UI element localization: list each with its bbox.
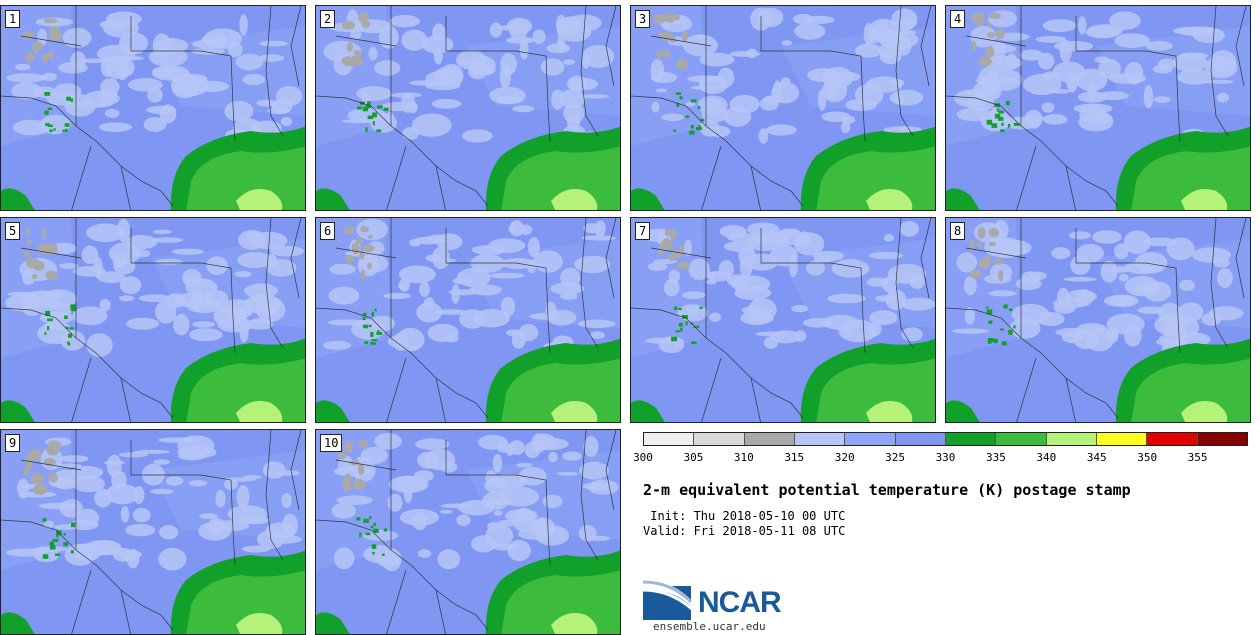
colorbar-swatch xyxy=(1096,433,1148,445)
ensemble-member-map: 10 xyxy=(315,429,621,635)
member-label: 10 xyxy=(320,434,343,452)
colorbar-tick-label: 305 xyxy=(683,451,704,464)
colorbar-tick-label: 320 xyxy=(834,451,855,464)
colorbar-tick-label: 345 xyxy=(1086,451,1107,464)
colorbar-tick-label: 325 xyxy=(885,451,906,464)
colorbar-tick-label: 310 xyxy=(733,451,754,464)
colorbar-tick-label: 350 xyxy=(1137,451,1158,464)
colorbar-swatch xyxy=(845,433,896,445)
ensemble-member-map: 8 xyxy=(945,217,1251,423)
member-label: 1 xyxy=(5,10,21,28)
member-label: 5 xyxy=(5,222,21,240)
site-url: ensemble.ucar.edu xyxy=(653,620,766,633)
init-time: Init: Thu 2018-05-10 00 UTC xyxy=(643,509,846,523)
ensemble-member-map: 3 xyxy=(630,5,936,211)
colorbar-swatch xyxy=(996,433,1047,445)
colorbar-swatch xyxy=(895,433,946,445)
colorbar xyxy=(643,432,1248,446)
member-label: 3 xyxy=(635,10,651,28)
ensemble-member-map: 5 xyxy=(0,217,306,423)
valid-time: Valid: Fri 2018-05-11 08 UTC xyxy=(643,524,846,538)
colorbar-tick-label: 340 xyxy=(1036,451,1057,464)
ensemble-member-map: 4 xyxy=(945,5,1251,211)
ensemble-member-map: 2 xyxy=(315,5,621,211)
member-label: 8 xyxy=(950,222,966,240)
colorbar-swatch xyxy=(744,433,795,445)
colorbar-swatch xyxy=(945,433,997,445)
ncar-logo-text: NCAR xyxy=(698,586,782,619)
map-title: 2-m equivalent potential temperature (K)… xyxy=(643,481,1131,499)
member-label: 6 xyxy=(320,222,336,240)
colorbar-tick-label: 315 xyxy=(784,451,805,464)
colorbar-tick-label: 355 xyxy=(1187,451,1208,464)
colorbar-tick-label: 335 xyxy=(985,451,1006,464)
ensemble-member-map: 9 xyxy=(0,429,306,635)
colorbar-swatch xyxy=(794,433,846,445)
ensemble-member-map: 6 xyxy=(315,217,621,423)
colorbar-swatch xyxy=(1197,433,1247,445)
member-label: 7 xyxy=(635,222,651,240)
colorbar-swatch xyxy=(644,433,695,445)
colorbar-tick-label: 330 xyxy=(935,451,956,464)
ensemble-member-map: 7 xyxy=(630,217,936,423)
colorbar-swatch xyxy=(1046,433,1097,445)
member-label: 4 xyxy=(950,10,966,28)
colorbar-swatch xyxy=(694,433,745,445)
colorbar-tick-label: 300 xyxy=(633,451,653,464)
member-label: 2 xyxy=(320,10,336,28)
member-label: 9 xyxy=(5,434,21,452)
colorbar-swatch xyxy=(1147,433,1198,445)
ncar-logo-icon xyxy=(643,580,695,620)
ensemble-member-map: 1 xyxy=(0,5,306,211)
